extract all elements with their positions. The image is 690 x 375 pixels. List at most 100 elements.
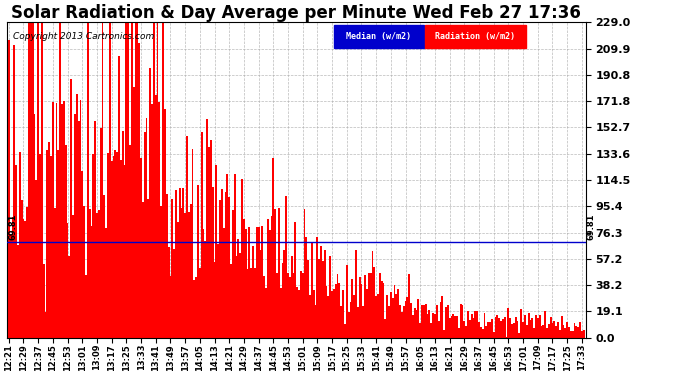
Bar	[120, 160, 121, 338]
Bar	[361, 284, 362, 338]
Bar	[199, 268, 201, 338]
Bar	[140, 158, 142, 338]
Bar	[148, 199, 149, 338]
Bar	[23, 219, 24, 338]
Bar	[181, 208, 182, 338]
Bar	[214, 262, 215, 338]
Bar	[421, 305, 423, 338]
Bar	[342, 290, 344, 338]
Bar	[257, 227, 259, 338]
Bar	[436, 305, 437, 338]
Bar	[403, 306, 404, 338]
Bar	[507, 308, 509, 338]
Bar	[184, 213, 186, 338]
Bar	[362, 306, 364, 338]
Bar	[300, 271, 302, 338]
Bar	[390, 292, 392, 338]
Bar	[279, 288, 282, 338]
Bar	[296, 287, 298, 338]
Bar	[232, 210, 234, 338]
Bar	[248, 227, 250, 338]
Bar	[285, 196, 287, 338]
Bar	[437, 321, 440, 338]
Bar	[518, 333, 520, 338]
Bar	[426, 314, 428, 338]
Bar	[265, 288, 267, 338]
Bar	[186, 136, 188, 338]
Bar	[250, 268, 252, 338]
Bar	[52, 102, 54, 338]
Bar	[100, 128, 101, 338]
Bar	[56, 103, 57, 338]
Bar	[234, 174, 236, 338]
Bar	[528, 312, 529, 338]
Bar	[431, 323, 432, 338]
Bar	[579, 322, 581, 338]
Bar	[331, 291, 333, 338]
Bar	[13, 45, 15, 338]
Bar	[170, 276, 171, 338]
Bar	[48, 142, 50, 338]
Bar	[54, 208, 56, 338]
Bar	[182, 188, 184, 338]
Bar	[440, 302, 442, 338]
Bar	[473, 318, 475, 338]
Bar	[443, 330, 445, 338]
Bar	[493, 332, 495, 338]
Bar	[171, 200, 173, 338]
Bar	[375, 296, 377, 338]
Bar	[212, 187, 214, 338]
Bar	[377, 294, 379, 338]
Bar	[464, 321, 465, 338]
Bar	[106, 228, 107, 338]
Bar	[546, 328, 548, 338]
Bar	[357, 307, 359, 338]
Bar	[74, 114, 76, 338]
Bar	[110, 161, 112, 338]
Bar	[59, 22, 61, 338]
Bar	[392, 298, 393, 338]
Bar	[236, 256, 237, 338]
Bar	[412, 315, 414, 338]
Bar	[175, 190, 177, 338]
Bar	[295, 222, 296, 338]
Bar	[424, 26, 526, 48]
Bar	[166, 195, 168, 338]
Bar	[46, 150, 48, 338]
Bar	[259, 250, 262, 338]
Bar	[298, 290, 300, 338]
Bar	[526, 325, 528, 338]
Bar	[568, 327, 570, 338]
Bar	[290, 256, 293, 338]
Bar	[451, 316, 453, 338]
Bar	[109, 22, 110, 338]
Bar	[203, 230, 204, 338]
Bar	[201, 132, 203, 338]
Bar	[204, 241, 206, 338]
Bar	[278, 209, 279, 338]
Bar	[270, 216, 273, 338]
Bar	[370, 273, 371, 338]
Bar	[230, 264, 232, 338]
Bar	[57, 150, 59, 338]
Bar	[353, 295, 355, 338]
Bar	[157, 22, 159, 338]
Text: 69.81: 69.81	[586, 214, 595, 240]
Bar	[432, 313, 434, 338]
Bar	[190, 204, 192, 338]
Text: Radiation (w/m2): Radiation (w/m2)	[435, 32, 515, 41]
Bar	[469, 320, 471, 338]
Bar	[315, 304, 317, 338]
Bar	[263, 276, 265, 338]
Bar	[153, 22, 155, 338]
Bar	[245, 229, 246, 338]
Bar	[557, 322, 559, 338]
Bar	[445, 307, 447, 338]
Bar	[401, 312, 403, 338]
Bar	[195, 276, 197, 338]
Bar	[414, 308, 415, 338]
Bar	[87, 22, 89, 338]
Bar	[121, 130, 124, 338]
Bar	[79, 100, 81, 338]
Bar	[382, 283, 384, 338]
